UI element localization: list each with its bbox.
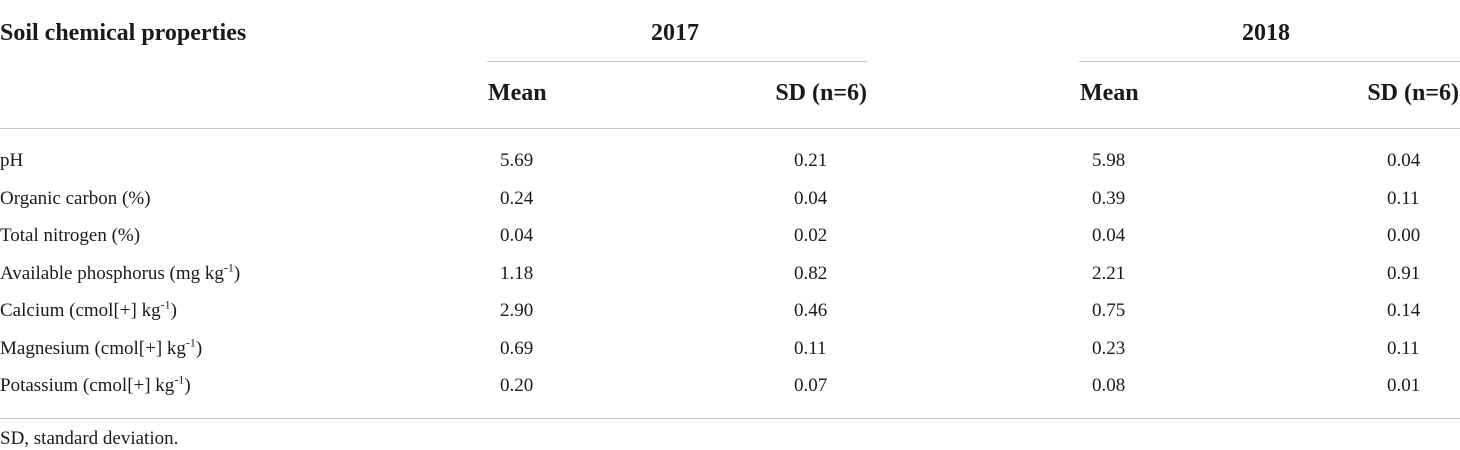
mean-2018-cell: 0.39 bbox=[1092, 187, 1126, 209]
unit-exponent: -1 bbox=[185, 335, 196, 350]
mean-2018-cell: 2.21 bbox=[1092, 262, 1126, 284]
sd-2017-cell: 0.46 bbox=[794, 300, 828, 321]
year-2017-header: 2017 bbox=[651, 20, 699, 46]
mean-2018-header: Mean bbox=[1080, 80, 1139, 106]
sd-2018-cell: 0.00 bbox=[1387, 225, 1421, 246]
mean-2017-cell: 0.24 bbox=[500, 187, 534, 209]
sd-2017-header: SD (n=6) bbox=[775, 80, 867, 106]
header-rule bbox=[0, 128, 1460, 129]
sd-2017-cell: 0.82 bbox=[794, 262, 828, 284]
bottom-rule bbox=[0, 418, 1460, 419]
mean-2017-cell: 0.69 bbox=[500, 337, 534, 359]
sd-2017-cell: 0.02 bbox=[794, 225, 828, 246]
sd-2018-cell: 0.11 bbox=[1387, 337, 1420, 359]
property-name-text: Magnesium (cmol[+] kg bbox=[0, 337, 186, 359]
sd-2018-cell: 0.04 bbox=[1387, 150, 1421, 171]
property-name-text: Calcium (cmol[+] kg bbox=[0, 300, 161, 321]
sd-2018-cell: 0.11 bbox=[1387, 187, 1420, 209]
sd-2017-cell: 0.21 bbox=[794, 150, 828, 171]
property-name: Organic carbon (%) bbox=[0, 188, 151, 210]
sd-2017-cell: 0.07 bbox=[794, 375, 828, 396]
sd-2018-cell: 0.14 bbox=[1387, 300, 1421, 321]
property-name: Calcium (cmol[+] kg-1) bbox=[0, 297, 177, 322]
sd-2018-cell: 0.01 bbox=[1387, 375, 1421, 396]
mean-2018-cell: 0.75 bbox=[1092, 300, 1126, 321]
closing-paren: ) bbox=[170, 300, 177, 321]
property-name: Potassium (cmol[+] kg-1) bbox=[0, 372, 191, 397]
sd-2018-cell: 0.91 bbox=[1387, 262, 1421, 284]
closing-paren: ) bbox=[233, 262, 241, 284]
mean-2018-cell: 0.04 bbox=[1092, 225, 1126, 246]
property-name-text: Available phosphorus (mg kg bbox=[0, 262, 224, 284]
sd-2017-cell: 0.11 bbox=[794, 337, 827, 359]
mean-2018-cell: 0.23 bbox=[1092, 337, 1126, 359]
unit-exponent: -1 bbox=[160, 297, 171, 312]
year-2018-header: 2018 bbox=[1242, 20, 1290, 46]
property-name: pH bbox=[0, 150, 23, 172]
footnote: SD, standard deviation. bbox=[0, 428, 179, 449]
property-name: Magnesium (cmol[+] kg-1) bbox=[0, 335, 203, 360]
property-name-text: Total nitrogen (%) bbox=[0, 225, 141, 246]
unit-exponent: -1 bbox=[174, 372, 185, 387]
mean-2017-cell: 1.18 bbox=[500, 262, 534, 284]
property-name: Available phosphorus (mg kg-1) bbox=[0, 260, 241, 285]
sd-2017-cell: 0.04 bbox=[794, 187, 828, 209]
property-name-text: Organic carbon (%) bbox=[0, 187, 151, 209]
closing-paren: ) bbox=[184, 375, 191, 396]
mean-2017-cell: 5.69 bbox=[500, 150, 534, 171]
unit-exponent: -1 bbox=[223, 260, 234, 275]
mean-2017-header: Mean bbox=[488, 80, 547, 106]
property-name-text: Potassium (cmol[+] kg bbox=[0, 375, 175, 396]
closing-paren: ) bbox=[195, 337, 203, 359]
sd-2018-header: SD (n=6) bbox=[1367, 80, 1459, 106]
property-name-text: pH bbox=[0, 150, 24, 171]
property-name: Total nitrogen (%) bbox=[0, 225, 140, 247]
row-header-label: Soil chemical properties bbox=[0, 20, 247, 46]
mean-2017-cell: 0.20 bbox=[500, 375, 534, 396]
mean-2018-cell: 0.08 bbox=[1092, 375, 1126, 396]
mean-2017-cell: 0.04 bbox=[500, 225, 534, 246]
year-2017-underline bbox=[487, 61, 867, 62]
year-2018-underline bbox=[1079, 61, 1460, 62]
mean-2018-cell: 5.98 bbox=[1092, 150, 1126, 171]
mean-2017-cell: 2.90 bbox=[500, 300, 534, 321]
